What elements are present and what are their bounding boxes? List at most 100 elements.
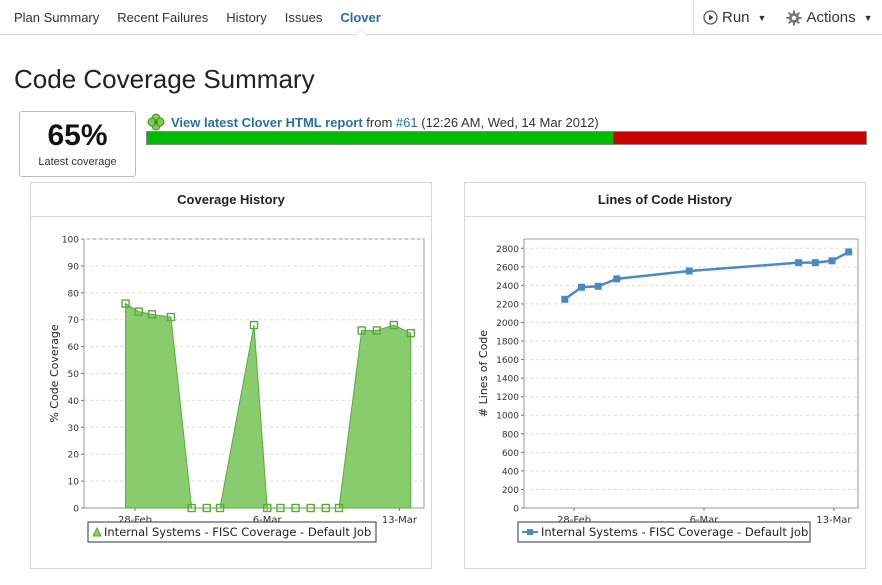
coverage-point (263, 503, 272, 513)
tab-clover[interactable]: Clover (340, 0, 381, 36)
active-tab-indicator (353, 29, 368, 36)
coverage-point (121, 299, 130, 308)
chart-legend: Internal Systems - FISC Coverage - Defau… (517, 521, 811, 543)
y-tick-label: 70 (68, 316, 80, 326)
y-tick-label: 400 (502, 467, 519, 477)
clover-icon (147, 113, 165, 131)
y-tick-label: 1800 (496, 338, 519, 348)
coverage-point (357, 326, 366, 335)
coverage-point (134, 307, 143, 316)
play-icon (703, 10, 718, 25)
loc-point (561, 295, 569, 303)
x-tick-label: 13-Mar (816, 515, 852, 526)
coverage-bar-fill (147, 132, 615, 144)
loc-point (613, 275, 621, 283)
y-tick-label: 200 (502, 486, 519, 496)
tab-recent-failures[interactable]: Recent Failures (117, 10, 209, 25)
y-tick-label: 50 (68, 370, 80, 380)
coverage-point (276, 503, 285, 513)
actions-label: Actions (806, 9, 856, 26)
x-tick-label: 28-Feb (557, 515, 591, 526)
coverage-point (389, 320, 398, 330)
coverage-label: Latest coverage (38, 156, 117, 168)
chart-legend: Internal Systems - FISC Coverage - Defau… (87, 521, 377, 543)
coverage-point (166, 312, 176, 322)
legend-swatch-marker (527, 529, 533, 535)
coverage-percent: 65% (47, 119, 108, 152)
y-tick-label: 1400 (496, 375, 519, 385)
latest-report-line: View latest Clover HTML report from #61 … (146, 112, 599, 132)
plot-area (523, 238, 859, 509)
coverage-bar (146, 131, 867, 145)
coverage-point (406, 328, 415, 338)
y-tick-label: 90 (68, 262, 80, 272)
loc-point (811, 259, 819, 267)
coverage-point (202, 503, 211, 513)
coverage-history-chart: 0 10 20 30 40 50 60 70 80 90 100 28-Feb 6-Mar 13-Mar%… (48, 236, 425, 543)
y-tick-label: 100 (62, 236, 79, 246)
y-tick-label: 2600 (496, 263, 519, 273)
y-tick-label: 1600 (496, 356, 519, 366)
loc-history-panel: Lines of Code History 0 200 400 600 800 1000 1… (464, 182, 866, 569)
chevron-down-icon: ▼ (863, 12, 873, 23)
y-tick-label: 60 (68, 343, 80, 353)
legend-swatch (92, 526, 102, 537)
coverage-point (306, 503, 315, 513)
y-tick-label: 2000 (496, 319, 519, 329)
coverage-history-panel: Coverage History 0 10 20 30 40 50 60 70 80 90 100 2… (30, 182, 432, 569)
y-tick-label: 30 (68, 424, 80, 434)
coverage-point (147, 310, 157, 319)
actions-button[interactable]: Actions ▼ (786, 9, 873, 26)
tab-history[interactable]: History (226, 10, 267, 25)
tab-issues[interactable]: Issues (284, 10, 323, 25)
coverage-point (372, 326, 381, 335)
coverage-history-title: Coverage History (31, 183, 431, 217)
y-axis-label: # Lines of Code (477, 330, 490, 417)
coverage-summary-box: 65% Latest coverage (19, 111, 136, 177)
report-from-text: from (362, 114, 396, 130)
plan-toolbar: Run ▼ Actions ▼ (693, 0, 882, 35)
coverage-point (334, 503, 344, 513)
legend-label: Internal Systems - FISC Coverage - Defau… (541, 525, 808, 539)
x-tick-label: 6-Mar (690, 515, 720, 526)
loc-point (578, 283, 586, 291)
chevron-down-icon: ▼ (757, 12, 767, 23)
build-number-link[interactable]: #61 (395, 114, 418, 130)
y-tick-label: 80 (68, 289, 80, 299)
loc-history-chart: 0 200 400 600 800 1000 1200 1400 1600 1800 2000 220… (477, 238, 859, 543)
legend-box (87, 521, 377, 543)
loc-point (828, 257, 836, 265)
coverage-point (215, 503, 225, 513)
y-tick-label: 10 (68, 478, 80, 488)
page-title: Code Coverage Summary (14, 64, 315, 94)
coverage-point (291, 503, 300, 513)
coverage-point (187, 503, 196, 513)
x-tick-label: 6-Mar (253, 515, 283, 526)
y-axis-label: % Code Coverage (48, 324, 61, 423)
y-tick-label: 2200 (496, 300, 519, 310)
clover-report-link[interactable]: View latest Clover HTML report (171, 114, 363, 130)
gear-icon (786, 10, 802, 25)
coverage-point (249, 320, 259, 330)
report-time-text: (12:26 AM, Wed, 14 Mar 2012) (417, 114, 599, 130)
tab-plan-summary[interactable]: Plan Summary (14, 10, 100, 25)
run-button[interactable]: Run ▼ (703, 9, 766, 26)
y-tick-label: 40 (68, 397, 80, 407)
y-tick-label: 600 (502, 449, 519, 459)
plan-tabs: Plan Summary Recent Failures History Iss… (14, 0, 399, 36)
y-tick-label: 2800 (496, 245, 519, 255)
x-tick-label: 13-Mar (382, 515, 418, 526)
y-tick-label: 20 (68, 451, 80, 461)
y-tick-label: 0 (513, 505, 519, 515)
legend-label: Internal Systems - FISC Coverage - Defau… (104, 525, 371, 539)
loc-point (795, 259, 803, 267)
loc-point (845, 248, 853, 256)
run-label: Run (722, 9, 750, 26)
legend-box (517, 521, 811, 543)
loc-history-title: Lines of Code History (465, 183, 865, 217)
loc-point (594, 282, 602, 290)
loc-point (685, 267, 693, 275)
y-tick-label: 1000 (496, 412, 519, 422)
tab-clover-label: Clover (340, 10, 381, 25)
x-tick-label: 28-Feb (118, 515, 152, 526)
